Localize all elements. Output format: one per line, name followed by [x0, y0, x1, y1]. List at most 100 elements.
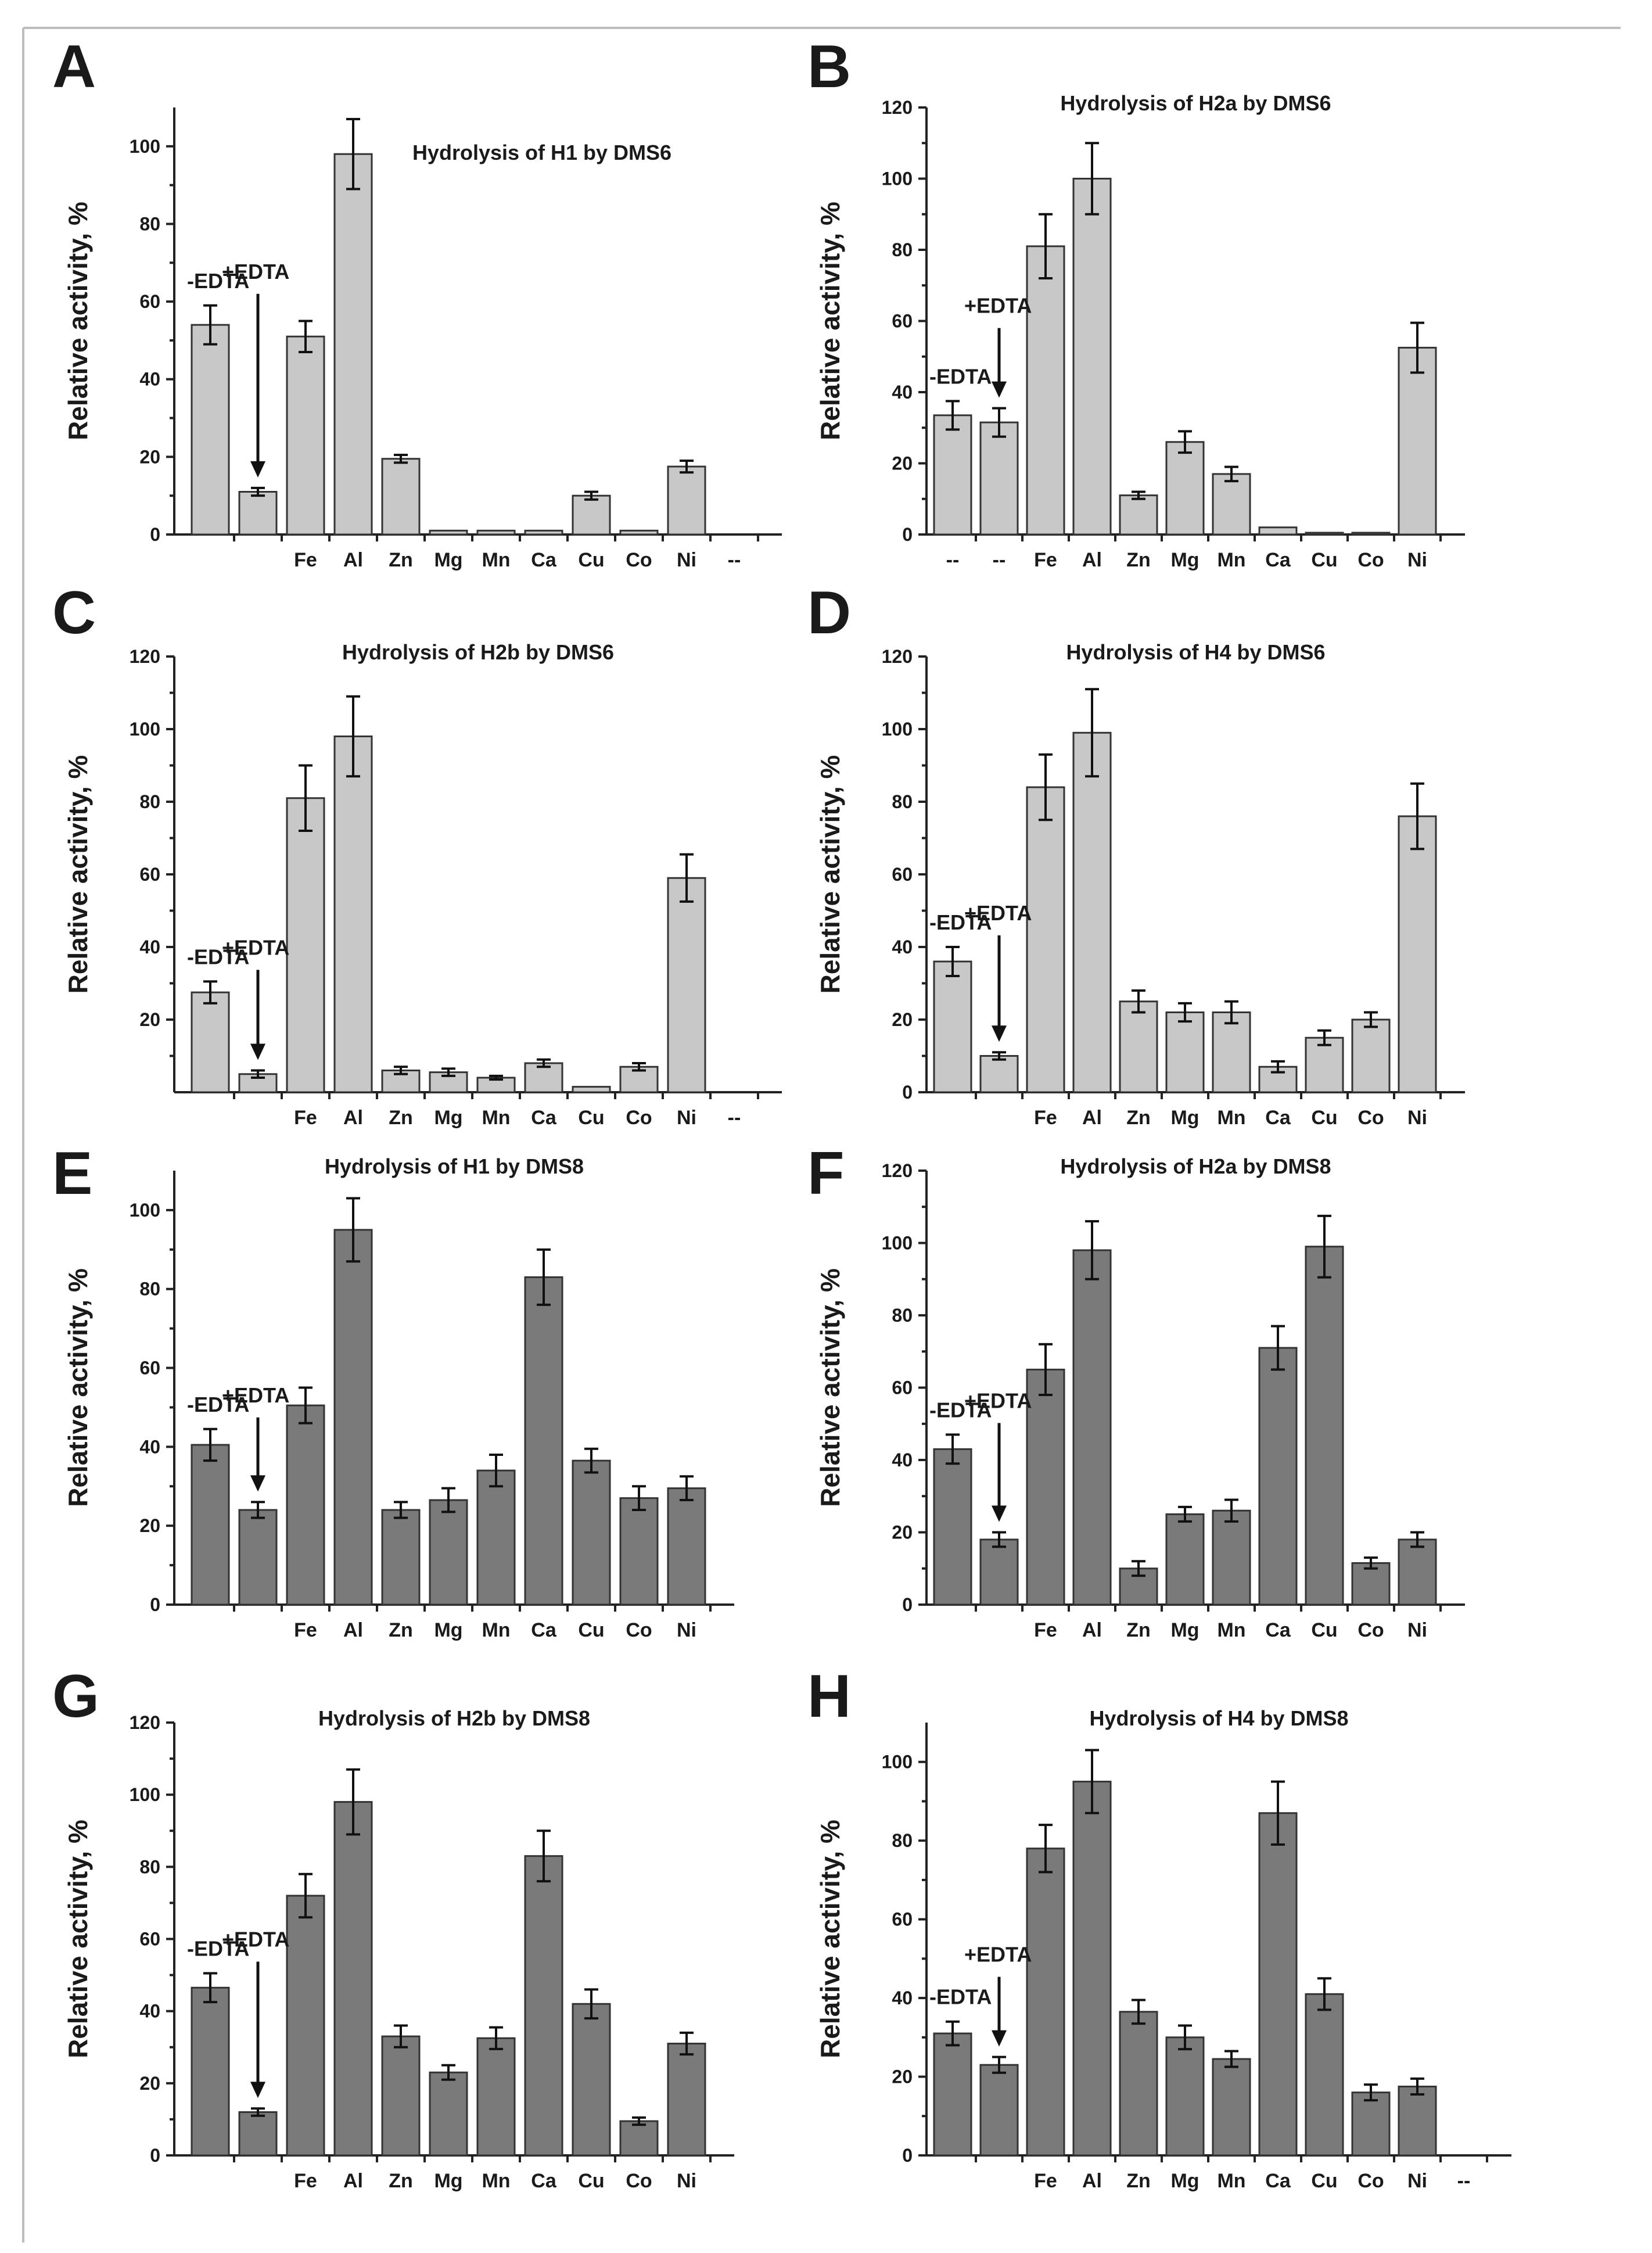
- x-tick-label: Mn: [1217, 1619, 1245, 1641]
- y-tick-label: 0: [902, 1082, 913, 1103]
- y-tick-label: 120: [130, 1712, 160, 1733]
- bar: [1119, 1000, 1158, 1093]
- y-tick-label: 100: [882, 168, 913, 189]
- x-tick-label: --: [1457, 2170, 1471, 2192]
- arrowhead-icon: [992, 2030, 1007, 2047]
- x-tick-label: Al: [1082, 549, 1102, 571]
- bar: [572, 494, 611, 536]
- y-tick-label: 80: [892, 791, 913, 812]
- bar: [1026, 1847, 1065, 2157]
- x-tick-label: Cu: [1311, 2170, 1337, 2192]
- x-tick-label: Co: [626, 2170, 652, 2192]
- bar: [524, 1855, 563, 2157]
- y-tick-label: 40: [139, 2001, 160, 2022]
- x-tick-label: Zn: [389, 1619, 413, 1641]
- y-tick-label: 80: [139, 1856, 160, 1877]
- panel-letter: C: [52, 579, 96, 647]
- y-tick-label: 60: [139, 291, 160, 312]
- bar: [667, 465, 706, 536]
- x-tick-label: Cu: [1311, 549, 1337, 571]
- panels-container: A Hydrolysis of H1 by DMS6 Relative activi…: [52, 33, 1511, 2192]
- x-tick-label: Co: [626, 1107, 652, 1129]
- bar: [667, 877, 706, 1093]
- plus-edta-label: +EDTA: [964, 294, 1032, 318]
- bar: [572, 2003, 611, 2157]
- y-tick-label: 100: [882, 1752, 913, 1773]
- bar: [1072, 1781, 1112, 2157]
- arrowhead-icon: [250, 2082, 265, 2098]
- x-tick-label: Fe: [1034, 1619, 1057, 1641]
- bar: [191, 324, 230, 536]
- x-tick-label: --: [993, 549, 1006, 571]
- bar: [476, 529, 516, 536]
- x-tick-label: Al: [1082, 1107, 1102, 1129]
- x-tick-label: Ni: [677, 1107, 696, 1129]
- y-tick-label: 20: [139, 446, 160, 467]
- bar: [524, 529, 563, 536]
- y-axis-label: Relative activity, %: [63, 1820, 93, 2058]
- plus-edta-label: +EDTA: [222, 1927, 289, 1951]
- x-tick-label: Zn: [1126, 549, 1151, 571]
- x-tick-label: Ca: [531, 1107, 557, 1129]
- y-tick-label: 60: [892, 311, 913, 332]
- bar: [524, 1276, 563, 1606]
- arrowhead-icon: [250, 1475, 265, 1492]
- minus-edta-label: -EDTA: [187, 1936, 249, 1960]
- bar: [1119, 2011, 1158, 2157]
- bar: [1072, 731, 1112, 1093]
- x-tick-label: Ni: [677, 549, 696, 571]
- minus-edta-label: -EDTA: [929, 910, 992, 934]
- x-tick-label: Al: [343, 2170, 363, 2192]
- bar: [619, 529, 659, 536]
- arrowhead-icon: [992, 381, 1007, 398]
- y-axis-label: Relative activity, %: [63, 202, 93, 440]
- bar: [1305, 532, 1344, 536]
- arrowhead-icon: [250, 461, 265, 478]
- bar: [979, 1538, 1019, 1606]
- bar: [667, 2043, 706, 2157]
- bar: [1398, 2085, 1437, 2157]
- y-axis-label: Relative activity, %: [815, 1268, 845, 1507]
- y-tick-label: 80: [892, 239, 913, 260]
- y-tick-label: 60: [139, 864, 160, 885]
- x-tick-label: Co: [1357, 1107, 1384, 1129]
- bar: [191, 991, 230, 1093]
- x-tick-label: Ca: [1265, 1107, 1291, 1129]
- bar: [933, 1448, 972, 1606]
- chart-title: Hydrolysis of H4 by DMS8: [1089, 1706, 1348, 1730]
- chart-panel-a: A Hydrolysis of H1 by DMS6 Relative activi…: [52, 33, 782, 571]
- bar: [1351, 2091, 1391, 2157]
- x-tick-label: Ni: [677, 2170, 696, 2192]
- bar: [933, 2032, 972, 2157]
- bar: [476, 2037, 516, 2157]
- minus-edta-label: -EDTA: [929, 364, 992, 388]
- y-tick-label: 60: [139, 1929, 160, 1950]
- x-tick-label: Co: [1357, 549, 1384, 571]
- bar: [286, 1404, 325, 1606]
- bar: [381, 2035, 421, 2157]
- bar: [1165, 441, 1205, 536]
- bar: [1258, 1347, 1298, 1606]
- bar: [1026, 786, 1065, 1093]
- x-tick-label: Fe: [294, 2170, 317, 2192]
- panel-letter: B: [807, 33, 851, 101]
- y-tick-label: 60: [892, 1377, 913, 1398]
- y-axis-label: Relative activity, %: [63, 755, 93, 994]
- bar: [238, 2111, 278, 2157]
- bar: [333, 736, 373, 1093]
- bar: [667, 1487, 706, 1606]
- bar: [619, 2120, 659, 2157]
- bar: [1212, 2058, 1251, 2157]
- panel-letter: A: [52, 33, 96, 101]
- x-tick-label: Zn: [389, 549, 413, 571]
- bar: [1212, 1011, 1251, 1093]
- y-axis-label: Relative activity, %: [815, 1820, 845, 2058]
- bar: [1305, 1246, 1344, 1606]
- x-tick-label: Fe: [294, 1107, 317, 1129]
- y-tick-label: 20: [892, 453, 913, 474]
- y-tick-label: 40: [892, 1450, 913, 1470]
- panel-letter: F: [807, 1140, 845, 1207]
- x-tick-label: Mg: [1170, 2170, 1199, 2192]
- x-tick-label: Al: [343, 1107, 363, 1129]
- bar: [1305, 1036, 1344, 1093]
